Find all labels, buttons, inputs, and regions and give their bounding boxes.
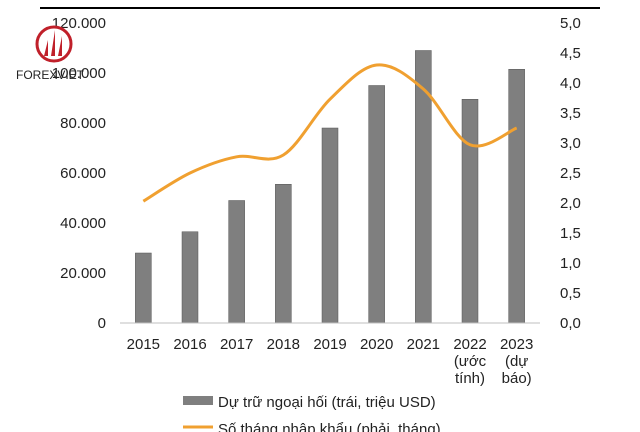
right-tick-label: 1,5	[560, 225, 581, 242]
left-tick-label: 100.000	[52, 65, 106, 82]
watermark-text: FOREXVIET	[16, 68, 85, 82]
right-tick-label: 5,0	[560, 15, 581, 32]
bar	[181, 231, 199, 324]
left-tick-label: 20.000	[60, 265, 106, 282]
right-tick-label: 4,5	[560, 45, 581, 62]
bar	[368, 85, 385, 324]
category-label: 2018	[267, 336, 300, 353]
right-tick-label: 2,0	[560, 195, 581, 212]
bar	[321, 127, 339, 324]
bar-series	[135, 50, 525, 324]
right-tick-label: 2,5	[560, 165, 581, 182]
right-tick-label: 3,0	[560, 135, 581, 152]
category-axis: 2015 2016 2017 2018 2019 2020 2021 2022 (ước tính…	[127, 336, 534, 387]
logo-bars-icon	[44, 30, 62, 56]
legend: Dự trữ ngoại hối (trái, triệu USD) Số th…	[183, 394, 441, 432]
left-tick-label: 0	[98, 315, 106, 332]
right-tick-label: 3,5	[560, 105, 581, 122]
bar	[415, 50, 432, 324]
category-label: 2015	[127, 336, 160, 353]
left-tick-label: 120.000	[52, 15, 106, 32]
bar	[508, 69, 525, 324]
watermark-logo: FOREXVIET	[16, 25, 85, 82]
left-tick-label: 80.000	[60, 115, 106, 132]
left-tick-label: 40.000	[60, 215, 106, 232]
category-label: 2020	[360, 336, 393, 353]
legend-bar-label: Dự trữ ngoại hối (trái, triệu USD)	[218, 394, 436, 411]
category-label: 2021	[407, 336, 440, 353]
category-label: 2019	[313, 336, 346, 353]
category-label: 2016	[173, 336, 206, 353]
line-series	[142, 63, 518, 203]
right-tick-label: 0,0	[560, 315, 581, 332]
right-tick-label: 1,0	[560, 255, 581, 272]
left-axis: 0 20.000 40.000 60.000 80.000 100.000 120.000	[52, 15, 106, 332]
category-label: 2022 (ước tính)	[453, 336, 486, 387]
right-axis: 0,0 0,5 1,0 1,5 2,0 2,5 3,0 3,5 4,0 4,5 5,0	[560, 15, 581, 332]
bar	[135, 252, 152, 324]
legend-bar-swatch	[183, 396, 213, 405]
category-label: 2023 (dự báo)	[500, 336, 533, 387]
bar	[275, 184, 292, 324]
legend-line-label: Số tháng nhập khẩu (phải, tháng)	[218, 421, 441, 432]
bar	[461, 99, 479, 324]
right-tick-label: 4,0	[560, 75, 581, 92]
right-tick-label: 0,5	[560, 285, 581, 302]
left-tick-label: 60.000	[60, 165, 106, 182]
category-label: 2017	[220, 336, 253, 353]
bar	[228, 200, 245, 324]
